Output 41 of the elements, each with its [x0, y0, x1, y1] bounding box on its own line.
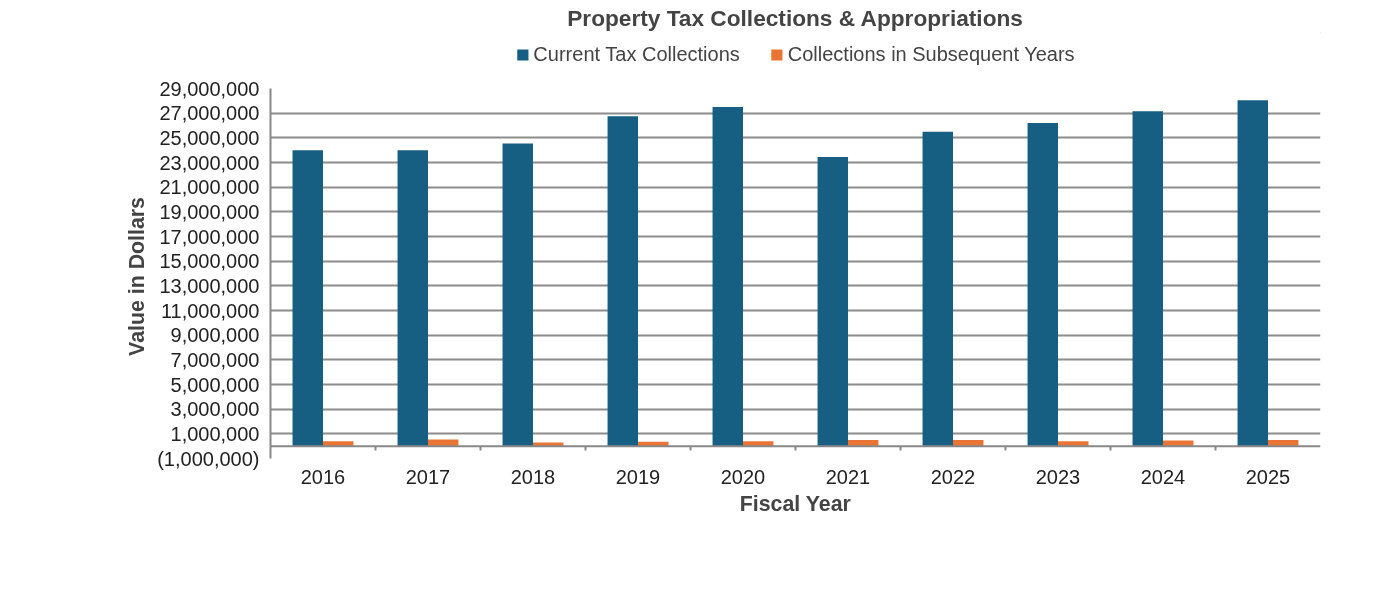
y-tick-label: 11,000,000: [160, 299, 260, 322]
y-tick-label: 13,000,000: [159, 274, 260, 297]
x-tick-label: 2022: [930, 465, 976, 488]
bar: [922, 131, 953, 447]
y-tick-label: 19,000,000: [159, 200, 260, 223]
y-tick-label: 15,000,000: [159, 250, 260, 273]
bar: [817, 156, 848, 447]
y-tick-label: 5,000,000: [170, 373, 260, 396]
x-axis-title: Fiscal Year: [739, 491, 851, 516]
y-tick-label: 9,000,000: [170, 324, 260, 347]
y-tick-label: 3,000,000: [170, 398, 260, 421]
bar: [1237, 100, 1268, 447]
y-tick-label: (1,000,000): [157, 447, 260, 470]
y-tick-label: 23,000,000: [159, 151, 260, 174]
bar: [1027, 123, 1058, 447]
y-tick-label: 21,000,000: [159, 176, 260, 199]
x-tick-label: 2018: [510, 465, 556, 488]
x-tick-label: 2025: [1245, 465, 1291, 488]
x-tick-label: 2019: [615, 465, 661, 488]
legend-label: Current Tax Collections: [533, 42, 740, 66]
x-tick-label: 2023: [1035, 465, 1081, 488]
y-axis-title: Value in Dollars: [125, 197, 150, 356]
bar: [607, 116, 638, 447]
legend-label: Collections in Subsequent Years: [787, 42, 1075, 66]
bar: [397, 150, 428, 447]
x-tick-label: 2016: [300, 465, 346, 488]
y-tick-label: 29,000,000: [159, 77, 260, 100]
chart-title: Property Tax Collections & Appropriations: [567, 4, 1023, 31]
x-tick-label: 2017: [405, 465, 451, 488]
bar: [502, 143, 533, 447]
bar: [292, 150, 323, 447]
x-tick-label: 2020: [720, 465, 766, 488]
y-tick-label: 25,000,000: [159, 126, 260, 149]
y-tick-label: 17,000,000: [159, 225, 260, 248]
y-tick-label: 7,000,000: [170, 348, 260, 371]
y-tick-label: 1,000,000: [170, 422, 260, 445]
bar: [1132, 111, 1163, 447]
x-tick-label: 2021: [825, 465, 871, 488]
bar: [712, 107, 743, 447]
x-tick-label: 2024: [1140, 465, 1186, 488]
y-tick-label: 27,000,000: [159, 102, 260, 125]
